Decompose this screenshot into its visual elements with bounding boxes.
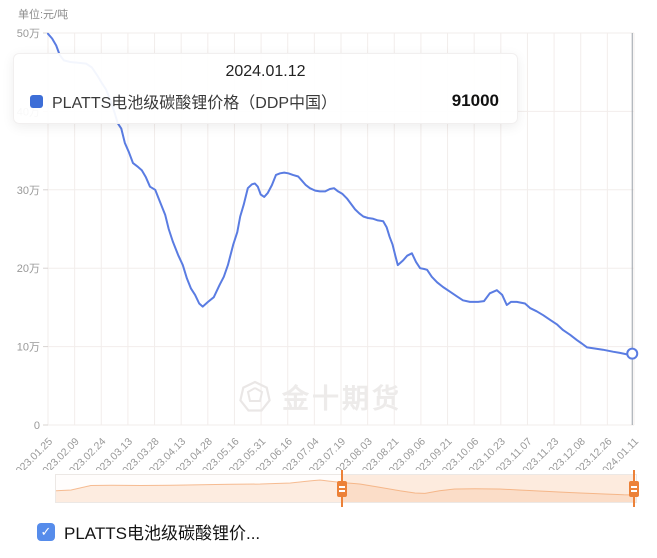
y-axis-unit-label: 单位:元/吨 xyxy=(18,9,69,21)
tooltip: 2024.01.12 PLATTS电池级碳酸锂价格（DDP中国） 91000 xyxy=(13,53,518,124)
price-series-line xyxy=(47,32,634,356)
datazoom-preview-line xyxy=(56,479,636,496)
datazoom-left-handle[interactable] xyxy=(336,470,347,507)
series-marker-icon xyxy=(30,94,43,108)
svg-text:0: 0 xyxy=(34,420,40,432)
legend-series-label[interactable]: PLATTS电池级碳酸锂价... xyxy=(64,524,261,543)
datazoom-left-grip-icon[interactable] xyxy=(336,480,347,497)
svg-text:50万: 50万 xyxy=(17,28,40,40)
legend-row: ✓ PLATTS电池级碳酸锂价... xyxy=(37,519,260,544)
legend-checkbox[interactable]: ✓ xyxy=(37,522,55,541)
datazoom-slider[interactable] xyxy=(55,470,640,507)
datazoom-right-grip-icon[interactable] xyxy=(629,480,640,497)
datazoom-right-handle[interactable] xyxy=(629,470,640,507)
datazoom-selected-range[interactable] xyxy=(341,475,635,502)
svg-text:10万: 10万 xyxy=(17,342,40,354)
tooltip-value: 91000 xyxy=(451,91,499,110)
y-axis-tick-labels: 010万20万30万40万50万 xyxy=(17,28,40,432)
svg-text:30万: 30万 xyxy=(17,185,40,197)
x-axis-tick-labels: 2023.01.252023.02.092023.02.242023.03.13… xyxy=(9,436,641,470)
tooltip-date: 2024.01.12 xyxy=(225,63,306,80)
tooltip-series-label: PLATTS电池级碳酸锂价格（DDP中国） xyxy=(52,95,338,112)
tooltip-series-row: PLATTS电池级碳酸锂价格（DDP中国） 91000 xyxy=(14,81,517,113)
svg-text:20万: 20万 xyxy=(17,263,40,275)
price-line-chart[interactable]: 010万20万30万40万50万 2023.01.252023.02.09202… xyxy=(0,0,657,470)
last-point-marker xyxy=(626,347,639,360)
